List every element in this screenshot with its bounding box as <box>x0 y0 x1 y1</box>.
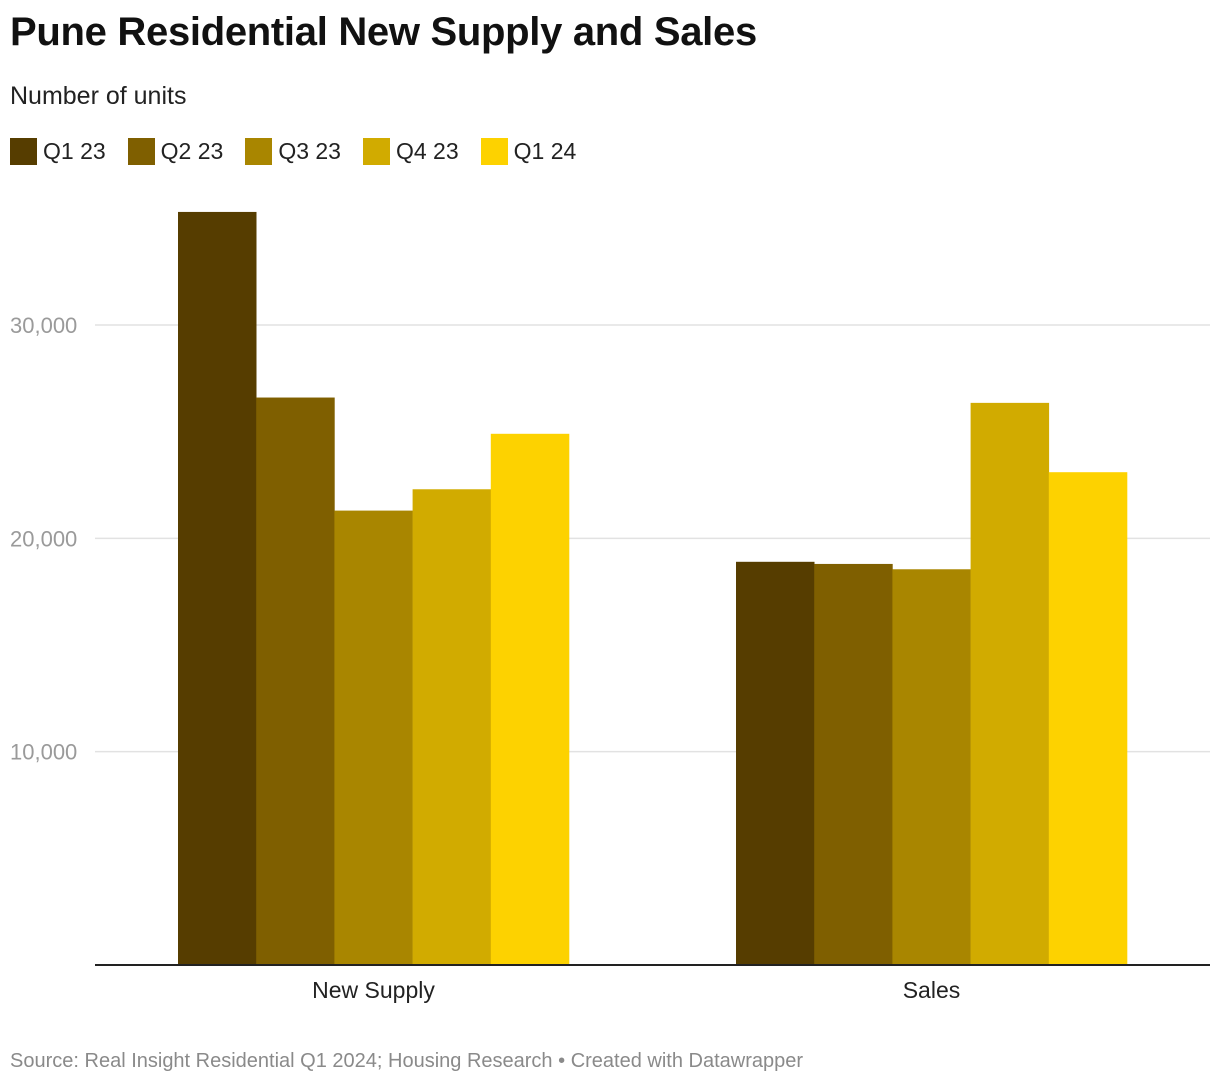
bar <box>892 569 971 965</box>
bar <box>334 510 413 965</box>
legend-item: Q2 23 <box>127 137 224 165</box>
legend-item: Q3 23 <box>245 137 341 165</box>
y-tick-label: 10,000 <box>10 740 77 765</box>
chart-legend: Q1 23 Q2 23 Q3 23 Q4 23 Q1 24 <box>10 136 598 166</box>
legend-label: Q4 23 <box>395 137 459 164</box>
legend-label: Q1 23 <box>43 137 106 164</box>
y-tick-label: 20,000 <box>10 526 77 551</box>
y-tick-label: 30,000 <box>10 313 77 338</box>
legend-swatch <box>362 137 390 165</box>
legend-swatch <box>245 137 273 165</box>
legend-item: Q1 23 <box>10 137 106 165</box>
bar <box>256 397 335 965</box>
bar <box>412 489 492 965</box>
x-tick-label: New Supply <box>312 977 435 1003</box>
source-text: Real Insight Residential Q1 2024; Housin… <box>84 1050 553 1072</box>
credit-link[interactable]: Created with Datawrapper <box>570 1050 804 1072</box>
x-tick-label: Sales <box>903 977 961 1003</box>
bar <box>178 211 257 965</box>
legend-label: Q1 24 <box>513 137 577 164</box>
footer-separator: • <box>558 1050 566 1072</box>
legend-item: Q4 23 <box>362 137 459 165</box>
source-label: Source: <box>10 1050 79 1072</box>
bar <box>970 402 1050 965</box>
chart-footer: Source: Real Insight Residential Q1 2024… <box>10 1050 803 1073</box>
legend-item: Q1 24 <box>480 137 577 165</box>
legend-swatch <box>10 137 37 165</box>
bar <box>490 433 570 965</box>
bar <box>814 563 893 965</box>
bar <box>1048 472 1128 965</box>
legend-swatch <box>480 137 508 165</box>
bar <box>736 561 815 965</box>
legend-swatch <box>127 137 155 165</box>
legend-label: Q2 23 <box>160 137 224 164</box>
chart-subtitle: Number of units <box>10 82 187 110</box>
chart-title: Pune Residential New Supply and Sales <box>10 10 757 54</box>
legend-label: Q3 23 <box>278 137 341 164</box>
